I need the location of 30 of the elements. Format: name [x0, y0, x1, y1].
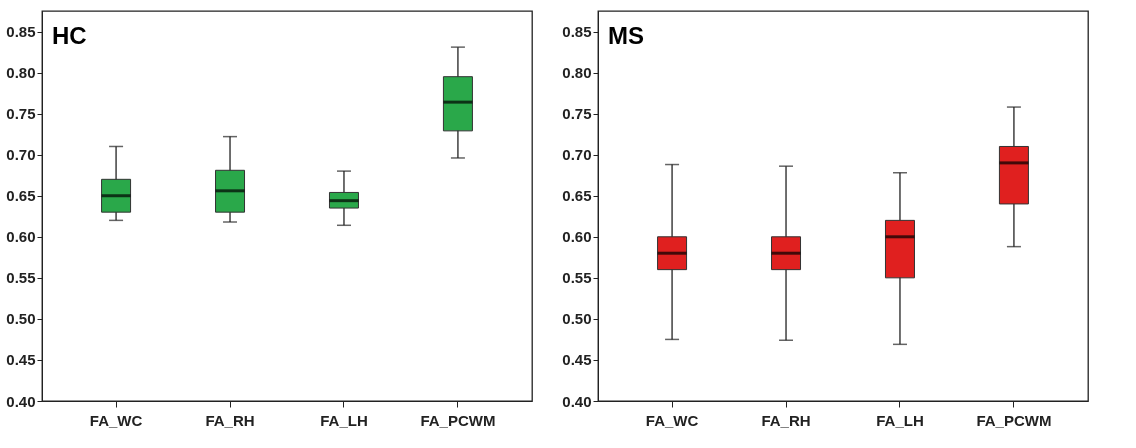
x-tick-label: FA_RH	[761, 411, 811, 429]
y-tick-label: 0.55	[6, 269, 36, 287]
y-tick-label: 0.50	[6, 310, 36, 328]
x-tick-label: FA_LH	[320, 411, 368, 429]
y-tick-label: 0.60	[6, 228, 36, 246]
y-tick-label: 0.70	[6, 146, 36, 164]
x-tick-label: FA_PCWM	[976, 411, 1052, 429]
x-tick-label: FA_WC	[89, 411, 143, 429]
y-tick-label: 0.70	[562, 146, 592, 164]
y-tick-label: 0.85	[6, 23, 36, 41]
x-tick-label: FA_RH	[205, 411, 255, 429]
y-tick-label: 0.50	[562, 310, 592, 328]
y-tick-label: 0.85	[562, 23, 592, 41]
y-tick-label: 0.80	[6, 64, 36, 82]
y-tick-label: 0.45	[6, 351, 36, 369]
x-tick-label: FA_PCWM	[420, 411, 496, 429]
y-tick-label: 0.80	[562, 64, 592, 82]
y-tick-label: 0.40	[6, 392, 36, 410]
y-tick-label: 0.75	[562, 105, 592, 123]
y-tick-label: 0.65	[6, 187, 36, 205]
y-tick-label: 0.75	[6, 105, 36, 123]
x-tick-label: FA_WC	[645, 411, 699, 429]
x-tick-label: FA_LH	[876, 411, 924, 429]
y-tick-label: 0.55	[562, 269, 592, 287]
chart-title: HC	[52, 22, 87, 49]
y-tick-label: 0.45	[562, 351, 592, 369]
chart-title: MS	[608, 22, 644, 49]
y-tick-label: 0.65	[562, 187, 592, 205]
y-tick-label: 0.60	[562, 228, 592, 246]
y-tick-label: 0.40	[562, 392, 592, 410]
